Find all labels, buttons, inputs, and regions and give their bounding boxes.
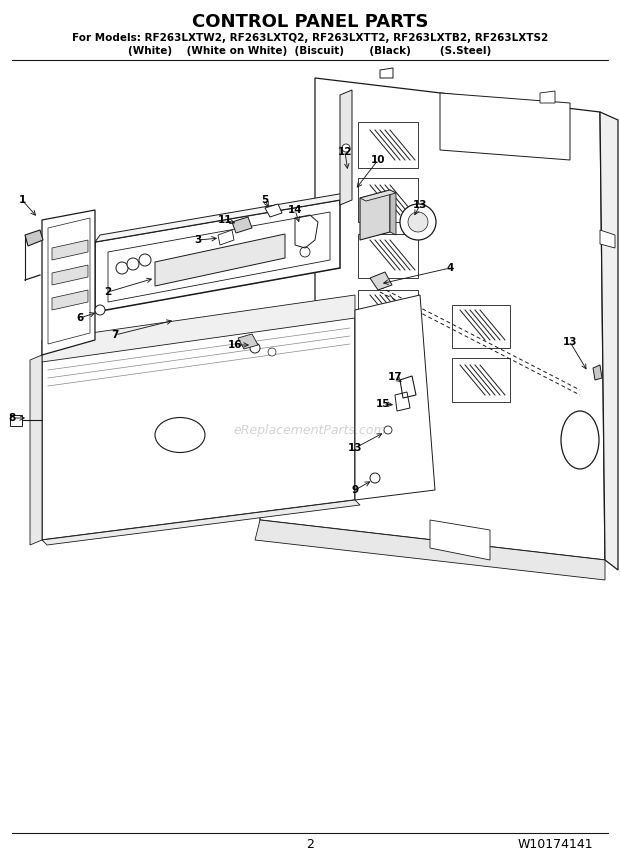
Text: 8: 8 xyxy=(9,413,16,423)
Polygon shape xyxy=(232,217,252,233)
Polygon shape xyxy=(593,365,602,380)
Circle shape xyxy=(116,262,128,274)
Circle shape xyxy=(139,254,151,266)
Circle shape xyxy=(400,204,436,240)
Circle shape xyxy=(95,305,105,315)
Text: 13: 13 xyxy=(563,337,577,347)
Polygon shape xyxy=(255,78,605,560)
Polygon shape xyxy=(218,230,234,245)
Text: 9: 9 xyxy=(352,485,358,495)
Text: 10: 10 xyxy=(371,155,385,165)
Polygon shape xyxy=(360,190,396,201)
Circle shape xyxy=(408,212,428,232)
Polygon shape xyxy=(380,68,393,78)
Text: 1: 1 xyxy=(19,195,25,205)
Polygon shape xyxy=(25,230,43,246)
Text: 14: 14 xyxy=(288,205,303,215)
Circle shape xyxy=(342,144,350,152)
Polygon shape xyxy=(52,290,88,310)
Text: 6: 6 xyxy=(76,313,84,323)
Text: W10174141: W10174141 xyxy=(517,837,593,851)
Polygon shape xyxy=(42,310,355,540)
Circle shape xyxy=(370,473,380,483)
Text: 17: 17 xyxy=(388,372,402,382)
Polygon shape xyxy=(42,295,355,362)
Polygon shape xyxy=(540,91,555,103)
Polygon shape xyxy=(42,500,360,545)
Text: 2: 2 xyxy=(306,837,314,851)
Text: eReplacementParts.com: eReplacementParts.com xyxy=(234,424,386,437)
Circle shape xyxy=(127,258,139,270)
Circle shape xyxy=(300,247,310,257)
Text: 2: 2 xyxy=(104,287,112,297)
Text: 12: 12 xyxy=(338,147,352,157)
Polygon shape xyxy=(265,204,282,217)
Text: 11: 11 xyxy=(218,215,232,225)
Polygon shape xyxy=(430,520,490,560)
Polygon shape xyxy=(10,415,22,426)
Polygon shape xyxy=(600,112,618,570)
Circle shape xyxy=(250,343,260,353)
Polygon shape xyxy=(52,265,88,285)
Ellipse shape xyxy=(561,411,599,469)
Text: 7: 7 xyxy=(112,330,118,340)
Text: CONTROL PANEL PARTS: CONTROL PANEL PARTS xyxy=(192,13,428,31)
Polygon shape xyxy=(370,272,392,290)
Text: 5: 5 xyxy=(262,195,268,205)
Polygon shape xyxy=(238,334,258,349)
Polygon shape xyxy=(355,295,435,500)
Polygon shape xyxy=(30,355,42,545)
Text: For Models: RF263LXTW2, RF263LXTQ2, RF263LXTT2, RF263LXTB2, RF263LXTS2: For Models: RF263LXTW2, RF263LXTQ2, RF26… xyxy=(72,33,548,43)
Circle shape xyxy=(384,426,392,434)
Polygon shape xyxy=(42,210,95,355)
Polygon shape xyxy=(340,90,352,205)
Text: 15: 15 xyxy=(376,399,390,409)
Text: 13: 13 xyxy=(413,200,427,210)
Ellipse shape xyxy=(155,418,205,453)
Polygon shape xyxy=(95,193,345,242)
Polygon shape xyxy=(255,520,605,580)
Polygon shape xyxy=(95,200,340,312)
Polygon shape xyxy=(600,230,615,248)
Polygon shape xyxy=(440,93,570,160)
Text: 16: 16 xyxy=(228,340,242,350)
Polygon shape xyxy=(155,234,285,286)
Circle shape xyxy=(268,348,276,356)
Polygon shape xyxy=(390,190,396,235)
Polygon shape xyxy=(52,240,88,260)
Text: 13: 13 xyxy=(348,443,362,453)
Text: 4: 4 xyxy=(446,263,454,273)
Text: (White)    (White on White)  (Biscuit)       (Black)        (S.Steel): (White) (White on White) (Biscuit) (Blac… xyxy=(128,46,492,56)
Polygon shape xyxy=(360,190,390,240)
Text: 3: 3 xyxy=(195,235,202,245)
